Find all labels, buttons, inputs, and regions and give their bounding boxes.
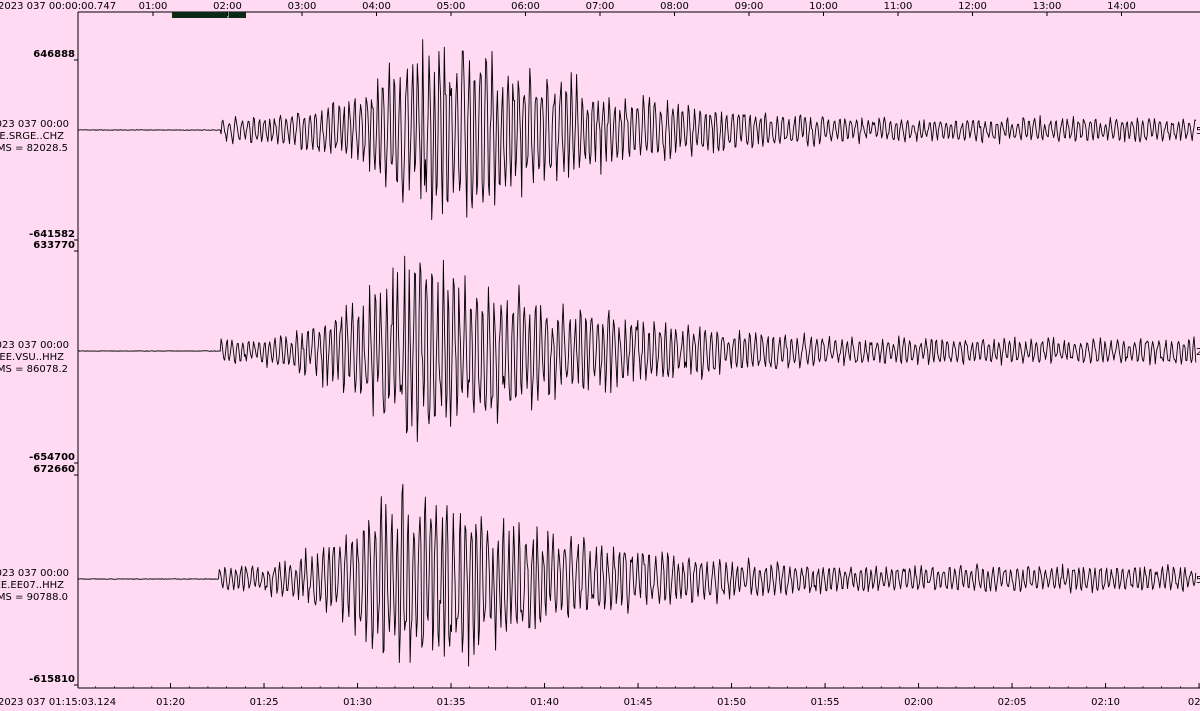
trace-right-label: 2 [1196,347,1200,358]
trace-right-label: 5 [1196,126,1200,137]
top-tick-label: 14:00 [1107,1,1136,12]
trace-area: 646888-6415822023 037 00:00EE.SRGE..CHZR… [0,39,1200,686]
bottom-tick-label: 01:45 [624,697,653,708]
bottom-tick-label: 01:35 [437,697,466,708]
waveform-line [77,255,1197,443]
top-tick-label: 03:00 [288,1,317,12]
top-time-axis: 2023 037 00:00:00.747 01:00 02:00 03:00 04:… [0,1,1200,18]
bottom-time-axis: 2023 037 01:15:03.124 01:20 01:25 01:30 01:… [0,683,1200,708]
trace-ee-ee07--hhz[interactable]: 672660 -615810 2023 037 00:00EE.EE07..HHZR… [0,464,1200,686]
trace-rms-label: RMS = 90788.0 [0,592,68,603]
bottom-tick-label: 01:20 [156,697,185,708]
trace-station-label: EE.VSU..HHZ [0,352,64,363]
top-tick-label: 06:00 [511,1,540,12]
top-tick-label: 09:00 [735,1,764,12]
trace-ymin-label: -615810 [29,674,75,685]
trace-ee-vsu--hhz[interactable]: 633770 -654700 2023 037 00:00EE.VSU..HHZRM… [0,240,1200,464]
top-tick-label: 12:00 [958,1,987,12]
trace-ymin-label: -641582 [29,229,75,240]
trace-ymax-label: 672660 [33,464,75,475]
trace-start-label: 2023 037 00:00 [0,119,69,130]
top-tick-label: 11:00 [884,1,913,12]
bottom-tick-label: 01:40 [530,697,559,708]
trace-start-label: 2023 037 00:00 [0,568,69,579]
top-axis-start-label: 2023 037 00:00:00.747 [0,1,116,12]
waveform-line [77,483,1197,667]
bottom-tick-label: 02:1 [1188,697,1200,708]
top-tick-label: 10:00 [809,1,838,12]
bottom-tick-label: 01:50 [717,697,746,708]
top-tick-label: 01:00 [139,1,168,12]
top-tick-label: 07:00 [586,1,615,12]
trace-rms-label: RMS = 82028.5 [0,143,68,154]
top-tick-label: 08:00 [660,1,689,12]
overview-window-bar[interactable] [172,12,246,18]
top-tick-label: 05:00 [437,1,466,12]
top-tick-label: 13:00 [1033,1,1062,12]
trace-start-label: 2023 037 00:00 [0,340,69,351]
bottom-tick-label: 01:30 [343,697,372,708]
bottom-tick-label: 02:10 [1091,697,1120,708]
top-tick-label: 02:00 [213,1,242,12]
trace-ymax-label: 633770 [33,240,75,251]
bottom-tick-label: 02:00 [904,697,933,708]
trace-rms-label: RMS = 86078.2 [0,364,68,375]
bottom-tick-label: 02:05 [998,697,1027,708]
bottom-axis-start-label: 2023 037 01:15:03.124 [0,697,116,708]
trace-right-label: 5 [1196,575,1200,586]
bottom-tick-label: 01:25 [250,697,279,708]
trace-ee-srge--chz[interactable]: 646888 -641582 2023 037 00:00EE.SRGE..CHZR… [0,39,1200,241]
trace-station-label: EE.EE07..HHZ [0,580,64,591]
trace-ymin-label: -654700 [29,452,75,463]
trace-ymax-label: 646888 [33,49,75,60]
top-tick-label: 04:00 [362,1,391,12]
trace-station-label: EE.SRGE..CHZ [0,131,64,142]
bottom-tick-label: 01:55 [811,697,840,708]
waveform-line [77,39,1197,221]
